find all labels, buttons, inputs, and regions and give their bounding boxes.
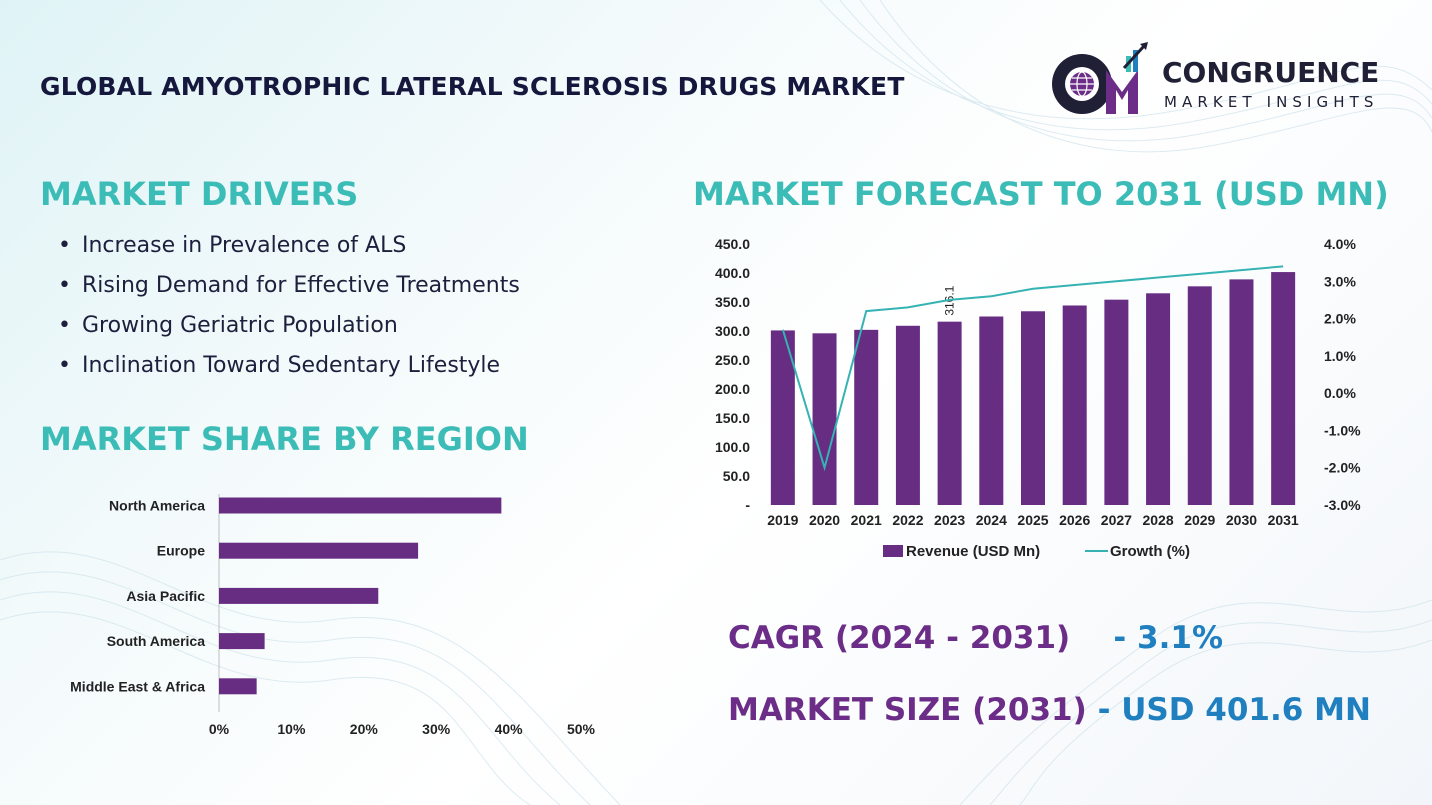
left-tick-label: 200.0 — [715, 381, 750, 397]
list-item: • Rising Demand for Effective Treatments — [58, 268, 520, 308]
x-tick-label: 2026 — [1059, 512, 1090, 528]
market-size-kpi: MARKET SIZE (2031) - USD 401.6 MN — [728, 692, 1371, 728]
bullet-icon: • — [58, 273, 71, 298]
market-size-value: - USD 401.6 MN — [1097, 692, 1371, 728]
growth-line — [781, 265, 1284, 472]
right-tick-label: 2.0% — [1324, 311, 1356, 327]
left-tick-label: 150.0 — [715, 410, 750, 426]
list-item: • Increase in Prevalence of ALS — [58, 228, 520, 268]
market-size-label: MARKET SIZE (2031) — [728, 692, 1087, 728]
cagr-label: CAGR (2024 - 2031) — [728, 620, 1071, 656]
left-tick-label: 300.0 — [715, 323, 750, 339]
logo-name: CONGRUENCE — [1162, 56, 1380, 89]
legend-label-growth: Growth (%) — [1110, 543, 1190, 560]
x-tick-label: 2023 — [934, 512, 965, 528]
right-tick-label: -2.0% — [1324, 460, 1361, 476]
driver-text: Increase in Prevalence of ALS — [82, 233, 407, 258]
x-tick-label: 2019 — [767, 512, 798, 528]
x-tick-label: 2021 — [851, 512, 882, 528]
x-tick-label: 2027 — [1101, 512, 1132, 528]
x-tick-label: 2022 — [892, 512, 923, 528]
left-tick-label: 250.0 — [715, 352, 750, 368]
region-bar — [219, 542, 419, 559]
revenue-bar — [937, 321, 962, 505]
legend-swatch-revenue — [883, 545, 903, 557]
driver-text: Inclination Toward Sedentary Lifestyle — [82, 353, 501, 378]
region-bar — [219, 633, 265, 650]
region-bar — [219, 497, 502, 514]
logo-subtitle: MARKET INSIGHTS — [1164, 93, 1379, 111]
revenue-bar — [1229, 279, 1254, 505]
x-tick-label: 2029 — [1184, 512, 1215, 528]
left-tick-label: 450.0 — [715, 236, 750, 252]
right-tick-label: 4.0% — [1324, 236, 1356, 252]
page-title: GLOBAL AMYOTROPHIC LATERAL SCLEROSIS DRU… — [40, 72, 905, 101]
left-tick-label: 400.0 — [715, 265, 750, 281]
x-tick-label: 2024 — [976, 512, 1007, 528]
revenue-bar — [1146, 293, 1171, 505]
x-tick-label: 2025 — [1017, 512, 1048, 528]
revenue-bar — [1104, 299, 1129, 505]
region-bar — [219, 587, 379, 604]
list-item: • Inclination Toward Sedentary Lifestyle — [58, 348, 520, 388]
forecast-heading: MARKET FORECAST TO 2031 (USD MN) — [693, 175, 1389, 213]
left-tick-label: - — [745, 497, 750, 513]
list-item: • Growing Geriatric Population — [58, 308, 520, 348]
company-logo — [1052, 42, 1148, 114]
x-tick-label: 40% — [495, 721, 524, 737]
drivers-heading: MARKET DRIVERS — [40, 175, 359, 213]
revenue-bar — [895, 325, 920, 505]
right-tick-label: -1.0% — [1324, 422, 1361, 438]
region-share-chart: North America Europe Asia Pacific South Ame… — [70, 494, 596, 737]
forecast-chart: - 50.0 100.0 150.0 200.0 250.0 300.0 350.0 400.0… — [715, 236, 1361, 560]
region-label: Europe — [157, 543, 205, 559]
revenue-bar — [1271, 272, 1296, 505]
legend-label-revenue: Revenue (USD Mn) — [906, 543, 1040, 560]
region-heading: MARKET SHARE BY REGION — [40, 420, 529, 458]
x-tick-label: 10% — [277, 721, 306, 737]
revenue-bar — [979, 316, 1004, 505]
revenue-bar — [1187, 286, 1212, 505]
x-tick-label: 2028 — [1142, 512, 1173, 528]
bullet-icon: • — [58, 353, 71, 378]
cagr-value: - 3.1% — [1113, 620, 1224, 656]
driver-text: Rising Demand for Effective Treatments — [82, 273, 520, 298]
region-label: North America — [109, 498, 205, 514]
region-label: Middle East & Africa — [70, 678, 205, 694]
cagr-kpi: CAGR (2024 - 2031) - 3.1% — [728, 620, 1223, 656]
bullet-icon: • — [58, 313, 71, 338]
region-bar — [219, 678, 257, 695]
drivers-list: • Increase in Prevalence of ALS • Rising D… — [58, 228, 520, 388]
x-tick-label: 50% — [567, 721, 596, 737]
left-tick-label: 350.0 — [715, 294, 750, 310]
right-tick-label: 0.0% — [1324, 385, 1356, 401]
region-label: South America — [107, 633, 205, 649]
revenue-bar — [854, 329, 879, 505]
x-tick-label: 0% — [209, 721, 230, 737]
revenue-bar — [812, 333, 837, 505]
x-tick-label: 20% — [350, 721, 379, 737]
x-tick-label: 2031 — [1268, 512, 1299, 528]
region-label: Asia Pacific — [126, 588, 205, 604]
x-tick-label: 30% — [422, 721, 451, 737]
left-tick-label: 100.0 — [715, 439, 750, 455]
right-tick-label: 3.0% — [1324, 273, 1356, 289]
x-tick-label: 2030 — [1226, 512, 1257, 528]
driver-text: Growing Geriatric Population — [82, 313, 398, 338]
revenue-bar — [1062, 305, 1087, 505]
x-tick-label: 2020 — [809, 512, 840, 528]
revenue-bar — [1021, 311, 1045, 505]
left-tick-label: 50.0 — [723, 468, 750, 484]
bullet-icon: • — [58, 233, 71, 258]
right-tick-label: 1.0% — [1324, 348, 1356, 364]
right-tick-label: -3.0% — [1324, 497, 1361, 513]
